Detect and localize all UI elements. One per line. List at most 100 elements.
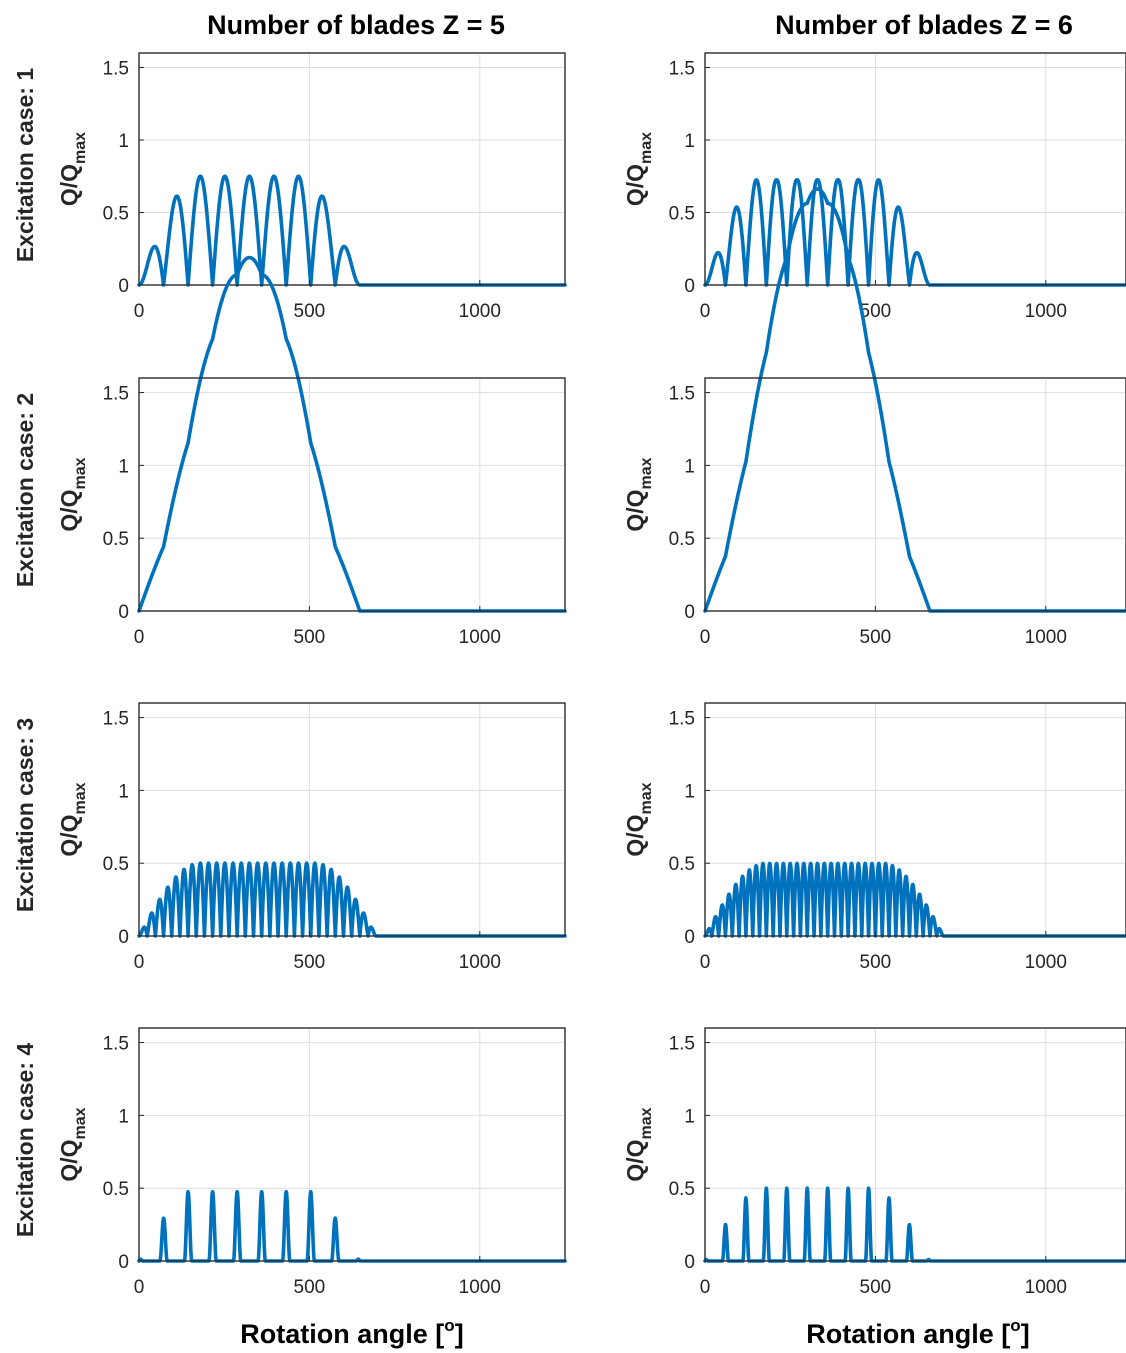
x-tick-label: 1000 (459, 301, 501, 322)
y-tick-label: 1 (684, 1106, 695, 1127)
y-tick-label: 1 (118, 456, 129, 477)
y-axis-label: Q/Qmax (622, 457, 655, 531)
row-label-case-4: Excitation case: 4 (12, 1043, 38, 1238)
x-tick-label: 1000 (1025, 1277, 1067, 1298)
y-tick-label: 0 (684, 927, 695, 948)
x-tick-label: 500 (860, 1277, 892, 1298)
axes-border (138, 702, 566, 937)
axes-border (704, 52, 1126, 286)
axes-border (138, 377, 566, 612)
y-tick-label: 1.5 (103, 384, 129, 405)
x-tick-label: 1000 (1025, 952, 1067, 973)
y-tick-label: 0 (118, 1252, 129, 1273)
y-axis-label: Q/Qmax (56, 132, 89, 206)
y-tick-label: 1.5 (669, 709, 695, 730)
y-axis-label-sub: max (72, 132, 89, 164)
y-tick-label: 0 (684, 1252, 695, 1273)
x-tick-label: 500 (294, 627, 326, 648)
subplot-case3-z5: 0 500 1000 0 0.5 1 1.5 Q/Qmax (56, 702, 567, 973)
y-tick-label: 1.5 (103, 709, 129, 730)
column-title-z5: Number of blades Z = 5 (207, 10, 505, 40)
x-axis-label-degree: o (1010, 1316, 1020, 1335)
y-tick-label: 0.5 (103, 204, 129, 225)
y-tick-label: 0.5 (669, 204, 695, 225)
y-tick-label: 1.5 (103, 1034, 129, 1055)
row-label-case-1: Excitation case: 1 (12, 68, 38, 263)
x-tick-label: 500 (860, 301, 892, 322)
y-axis-label-text: Q/Q (622, 814, 648, 856)
y-tick-label: 1 (684, 456, 695, 477)
x-tick-label: 500 (860, 952, 892, 973)
axes-border (704, 377, 1126, 612)
y-axis-label-text: Q/Q (622, 164, 648, 206)
subplot-case2-z6: 0 500 1000 0 0.5 1 1.5 Q/Qmax (622, 187, 1126, 648)
y-tick-label: 0 (684, 602, 695, 623)
y-axis-label: Q/Qmax (622, 1107, 655, 1181)
y-tick-label: 0 (118, 602, 129, 623)
x-axis-label-text: Rotation angle [ (240, 1319, 444, 1349)
y-axis-label: Q/Qmax (56, 782, 89, 856)
y-axis-label-text: Q/Q (56, 164, 82, 206)
row-label-case-2: Excitation case: 2 (12, 393, 38, 587)
x-tick-label: 500 (294, 301, 326, 322)
x-tick-label: 1000 (459, 1277, 501, 1298)
x-tick-label: 1000 (459, 627, 501, 648)
x-tick-label: 0 (134, 301, 145, 322)
x-tick-label: 1000 (459, 952, 501, 973)
subplot-case3-z6: 0 500 1000 0 0.5 1 1.5 Q/Qmax (622, 702, 1126, 973)
y-axis-label-text: Q/Q (622, 1139, 648, 1181)
x-tick-label: 0 (700, 627, 711, 648)
y-tick-label: 0.5 (669, 1179, 695, 1200)
y-axis-label-sub: max (638, 132, 655, 164)
y-tick-label: 1.5 (669, 1034, 695, 1055)
y-tick-label: 0.5 (103, 854, 129, 875)
x-tick-label: 1000 (1025, 301, 1067, 322)
x-tick-label: 0 (134, 627, 145, 648)
y-axis-label-sub: max (638, 457, 655, 489)
y-tick-label: 0.5 (103, 1179, 129, 1200)
y-tick-label: 0.5 (669, 529, 695, 550)
x-tick-label: 0 (134, 952, 145, 973)
subplot-case1-z5: 0 500 1000 0 0.5 1 1.5 Q/Qmax (56, 52, 567, 322)
axes-border (704, 1027, 1126, 1262)
y-axis-label-sub: max (72, 457, 89, 489)
axes-box (138, 1027, 566, 1262)
y-axis-label-sub: max (72, 1107, 89, 1139)
subplot-case4-z5: 0 500 1000 0 0.5 1 1.5 Q/Qmax (56, 1027, 567, 1298)
y-tick-label: 1 (118, 1106, 129, 1127)
subplot-case4-z6: 0 500 1000 0 0.5 1 1.5 Q/Qmax (622, 1027, 1126, 1298)
x-tick-label: 1000 (1025, 627, 1067, 648)
axes-box (704, 1027, 1126, 1262)
x-tick-label: 0 (700, 1277, 711, 1298)
y-axis-label: Q/Qmax (622, 782, 655, 856)
x-axis-label-bracket: ] (1021, 1319, 1030, 1349)
y-axis-label: Q/Qmax (56, 1107, 89, 1181)
axes-border (138, 1027, 566, 1262)
x-axis-label-right: Rotation angle [o] (806, 1316, 1029, 1349)
y-axis-label: Q/Qmax (56, 457, 89, 531)
x-tick-label: 500 (860, 627, 892, 648)
y-axis-label-text: Q/Q (56, 1139, 82, 1181)
x-tick-label: 500 (294, 952, 326, 973)
y-tick-label: 0.5 (669, 854, 695, 875)
y-tick-label: 1.5 (669, 59, 695, 80)
axes-box (138, 52, 566, 286)
y-tick-label: 1.5 (103, 59, 129, 80)
column-title-z6: Number of blades Z = 6 (775, 10, 1073, 40)
axes-box (138, 377, 566, 612)
y-tick-label: 1 (684, 781, 695, 802)
y-tick-label: 1.5 (669, 384, 695, 405)
x-tick-label: 0 (700, 952, 711, 973)
subplot-case1-z6: 0 500 1000 0 0.5 1 1.5 Q/Qmax (622, 52, 1126, 322)
y-axis-label-text: Q/Q (622, 489, 648, 531)
x-axis-label-left: Rotation angle [o] (240, 1316, 463, 1349)
y-axis-label-text: Q/Q (56, 489, 82, 531)
y-axis-label-sub: max (72, 782, 89, 814)
y-tick-label: 1 (118, 131, 129, 152)
x-axis-label-bracket: ] (455, 1319, 464, 1349)
y-axis-label-sub: max (638, 1107, 655, 1139)
axes-border (704, 702, 1126, 937)
x-tick-label: 0 (700, 301, 711, 322)
